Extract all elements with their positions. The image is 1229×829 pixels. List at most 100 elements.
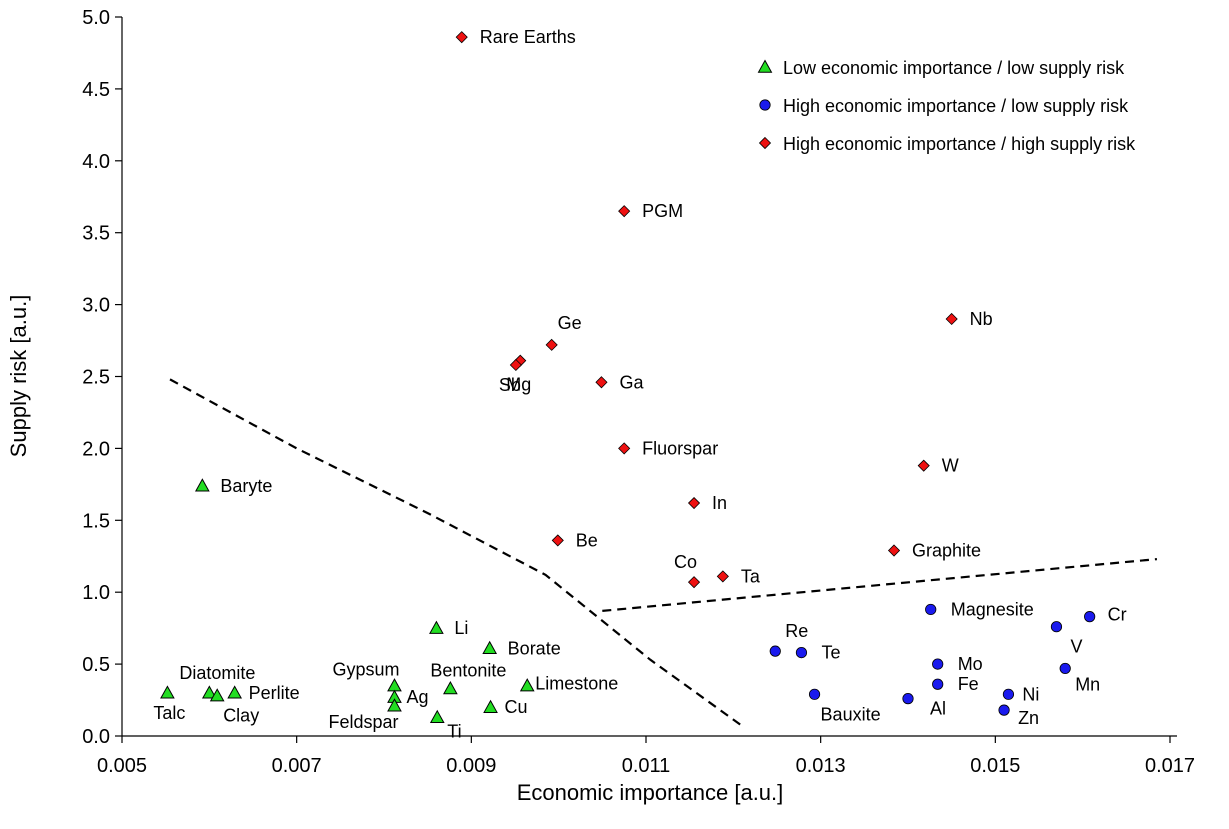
- data-point-triangle: [429, 620, 444, 634]
- data-points: Baryte Talc Diatomite Clay Perlite Gypsum Ag Fe…: [153, 27, 1126, 741]
- data-point-label: Al: [930, 699, 946, 719]
- x-ticks: 0.005 0.007 0.009 0.011 0.013 0.015 0.017: [97, 736, 1195, 777]
- x-tick-label: 0.017: [1145, 755, 1195, 777]
- data-point-triangle: [429, 709, 445, 724]
- data-point-label: Re: [785, 621, 808, 641]
- data-point-label: Talc: [153, 703, 185, 723]
- boundary-lines: [169, 378, 1158, 727]
- data-point-label: Cu: [505, 697, 528, 717]
- data-point-triangle: [227, 685, 243, 699]
- data-point-triangle: [483, 699, 498, 713]
- data-point-label: PGM: [642, 201, 683, 221]
- legend-entry-label: High economic importance / high supply r…: [783, 134, 1136, 154]
- data-point-triangle: [194, 478, 210, 492]
- data-point-label: Sb: [499, 375, 521, 395]
- legend-marker-diamond: [758, 136, 772, 150]
- data-point-triangle: [209, 688, 225, 702]
- data-point-circle: [808, 688, 821, 700]
- data-point-label: Perlite: [249, 683, 300, 703]
- x-tick-label: 0.013: [796, 755, 846, 777]
- y-ticks: 0.0 0.5 1.0 1.5 2.0 2.5 3.0 3.5 4.0 4.5 5.0: [82, 7, 122, 748]
- y-axis-title: Supply risk [a.u.]: [6, 295, 31, 458]
- data-point-label: Borate: [508, 638, 561, 658]
- data-point-triangle: [387, 698, 402, 712]
- data-point-circle: [932, 658, 944, 670]
- y-tick-label: 4.0: [82, 151, 110, 173]
- data-point-label: Ti: [447, 721, 461, 741]
- data-point-label: Mn: [1075, 674, 1100, 694]
- data-point-label: Fluorspar: [642, 438, 718, 458]
- data-point-label: Magnesite: [951, 599, 1034, 619]
- data-point-triangle: [387, 678, 402, 692]
- y-tick-label: 1.5: [82, 510, 110, 532]
- data-point-label: Baryte: [220, 476, 272, 496]
- data-point-circle: [1084, 611, 1096, 623]
- data-point-label: Feldspar: [328, 712, 398, 732]
- data-point-label: Ga: [619, 372, 644, 392]
- data-point-triangle: [482, 640, 498, 654]
- data-point-label: Graphite: [912, 540, 981, 560]
- data-point-label: Ge: [558, 313, 582, 333]
- data-point-label: W: [942, 456, 959, 476]
- data-point-label: Rare Earths: [480, 27, 576, 47]
- y-tick-label: 0.5: [82, 654, 110, 676]
- data-point-label: Li: [454, 618, 468, 638]
- y-tick-label: 4.5: [82, 79, 110, 101]
- y-tick-label: 3.5: [82, 223, 110, 245]
- data-point-circle: [1050, 621, 1063, 633]
- data-point-diamond: [545, 338, 558, 351]
- data-point-label: Mo: [958, 654, 983, 674]
- data-point-label: Mg: [506, 375, 531, 395]
- data-point-label: In: [712, 493, 727, 513]
- data-point-circle: [795, 646, 808, 659]
- data-point-triangle: [519, 678, 535, 692]
- x-axis-title: Economic importance [a.u.]: [517, 780, 784, 805]
- boundary-line: [169, 378, 743, 727]
- y-tick-label: 3.0: [82, 295, 110, 317]
- data-point-label: Limestone: [535, 674, 618, 694]
- data-point-label: Nb: [970, 309, 993, 329]
- data-point-diamond: [551, 534, 564, 547]
- x-tick-label: 0.015: [970, 755, 1020, 777]
- data-point-diamond: [618, 205, 631, 218]
- data-point-diamond: [887, 544, 901, 557]
- y-tick-label: 2.0: [82, 438, 110, 460]
- data-point-label: Gypsum: [332, 660, 399, 680]
- data-point-diamond: [945, 312, 958, 326]
- axes: [121, 17, 1177, 737]
- data-point-diamond: [595, 376, 608, 389]
- data-point-diamond: [917, 459, 930, 472]
- x-tick-label: 0.011: [622, 755, 671, 777]
- legend-entry-label: Low economic importance / low supply ris…: [783, 58, 1125, 78]
- data-point-circle: [1002, 688, 1015, 700]
- data-point-label: Te: [821, 643, 840, 663]
- x-tick-label: 0.009: [446, 755, 496, 777]
- data-point-circle: [932, 678, 944, 690]
- y-tick-label: 1.0: [82, 582, 110, 604]
- x-tick-label: 0.007: [272, 755, 322, 777]
- x-tick-label: 0.005: [97, 755, 147, 777]
- data-point-triangle: [201, 685, 217, 699]
- data-point-label: Cr: [1108, 605, 1127, 625]
- data-point-diamond: [716, 570, 729, 583]
- data-point-label: Ag: [406, 687, 428, 707]
- legend-entry-label: High economic importance / low supply ri…: [783, 96, 1129, 116]
- data-point-triangle: [160, 685, 175, 699]
- data-point-label: Co: [674, 552, 697, 572]
- data-point-label: Bauxite: [821, 704, 881, 724]
- data-point-diamond: [687, 496, 701, 510]
- boundary-line: [602, 558, 1158, 612]
- data-point-diamond: [509, 358, 522, 372]
- data-point-label: Be: [576, 530, 598, 550]
- data-point-circle: [769, 645, 781, 657]
- data-point-circle: [925, 603, 937, 616]
- y-tick-label: 5.0: [82, 7, 110, 29]
- data-point-circle: [902, 693, 914, 705]
- data-point-triangle: [443, 681, 458, 695]
- y-tick-label: 0.0: [82, 726, 110, 748]
- data-point-label: Zn: [1018, 708, 1039, 728]
- legend-marker-triangle: [757, 59, 773, 73]
- data-point-diamond: [455, 31, 468, 44]
- data-point-label: Ta: [741, 566, 761, 586]
